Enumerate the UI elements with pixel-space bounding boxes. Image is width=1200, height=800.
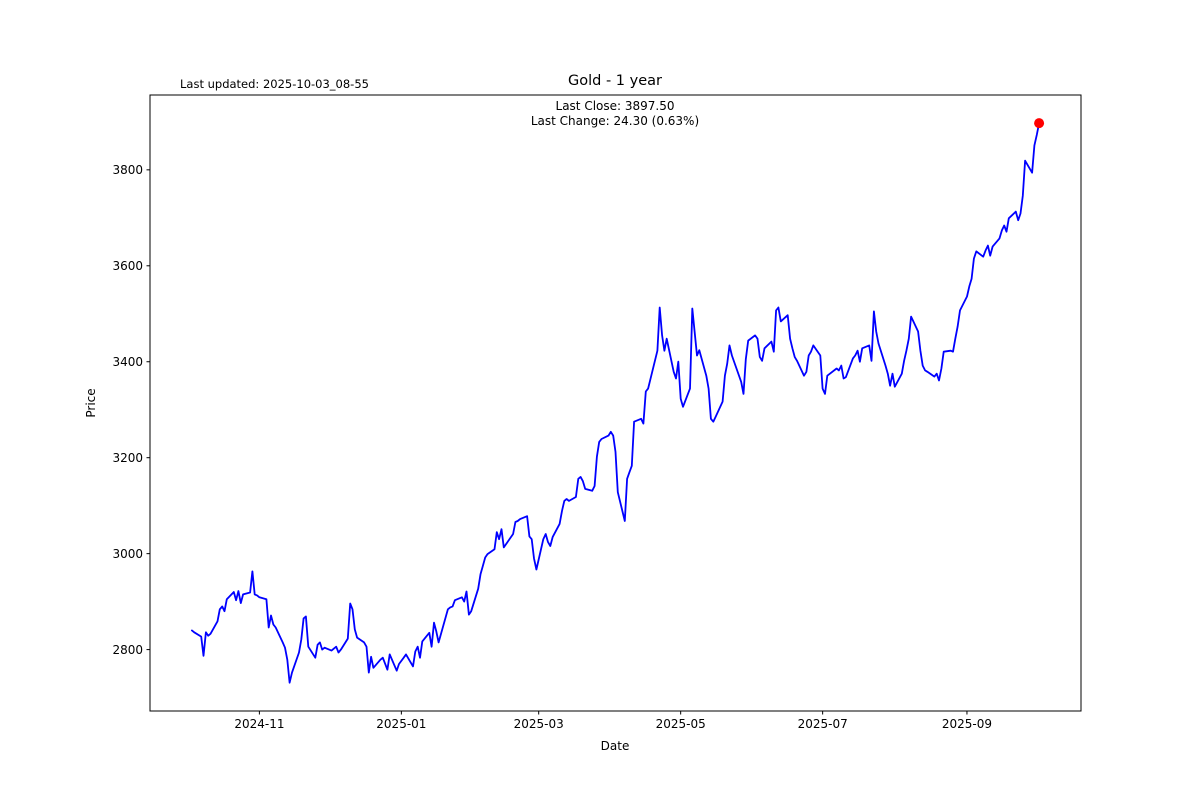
x-tick-label: 2024-11 bbox=[234, 717, 285, 731]
chart-title: Gold - 1 year bbox=[568, 73, 662, 89]
x-axis-label: Date bbox=[600, 739, 630, 753]
y-tick-label: 3000 bbox=[112, 546, 143, 561]
plot-border bbox=[149, 94, 1082, 712]
y-tick-label: 3400 bbox=[112, 354, 143, 369]
last-point-marker bbox=[1034, 118, 1045, 129]
price-line bbox=[190, 122, 1040, 684]
y-tick-label: 2800 bbox=[112, 642, 143, 657]
x-tick-label: 2025-03 bbox=[513, 717, 564, 731]
y-tick-label: 3600 bbox=[112, 258, 143, 273]
y-tick-label: 3800 bbox=[112, 162, 143, 177]
last-close-annotation: Last Close: 3897.50 Last Change: 24.30 (… bbox=[531, 99, 699, 128]
x-tick-label: 2025-01 bbox=[376, 717, 427, 731]
y-tick-label: 3200 bbox=[112, 450, 143, 465]
last-change-line: Last Change: 24.30 (0.63%) bbox=[530, 113, 700, 128]
last-updated-text: Last updated: 2025-10-03_08-55 bbox=[180, 77, 369, 91]
tick-marks bbox=[146, 169, 968, 715]
x-tick-label: 2025-07 bbox=[797, 717, 848, 731]
x-tick-label: 2025-05 bbox=[655, 717, 706, 731]
last-close-line: Last Close: 3897.50 bbox=[555, 99, 675, 113]
x-tick-label: 2025-09 bbox=[941, 717, 993, 731]
y-axis-label: Price bbox=[84, 388, 98, 418]
